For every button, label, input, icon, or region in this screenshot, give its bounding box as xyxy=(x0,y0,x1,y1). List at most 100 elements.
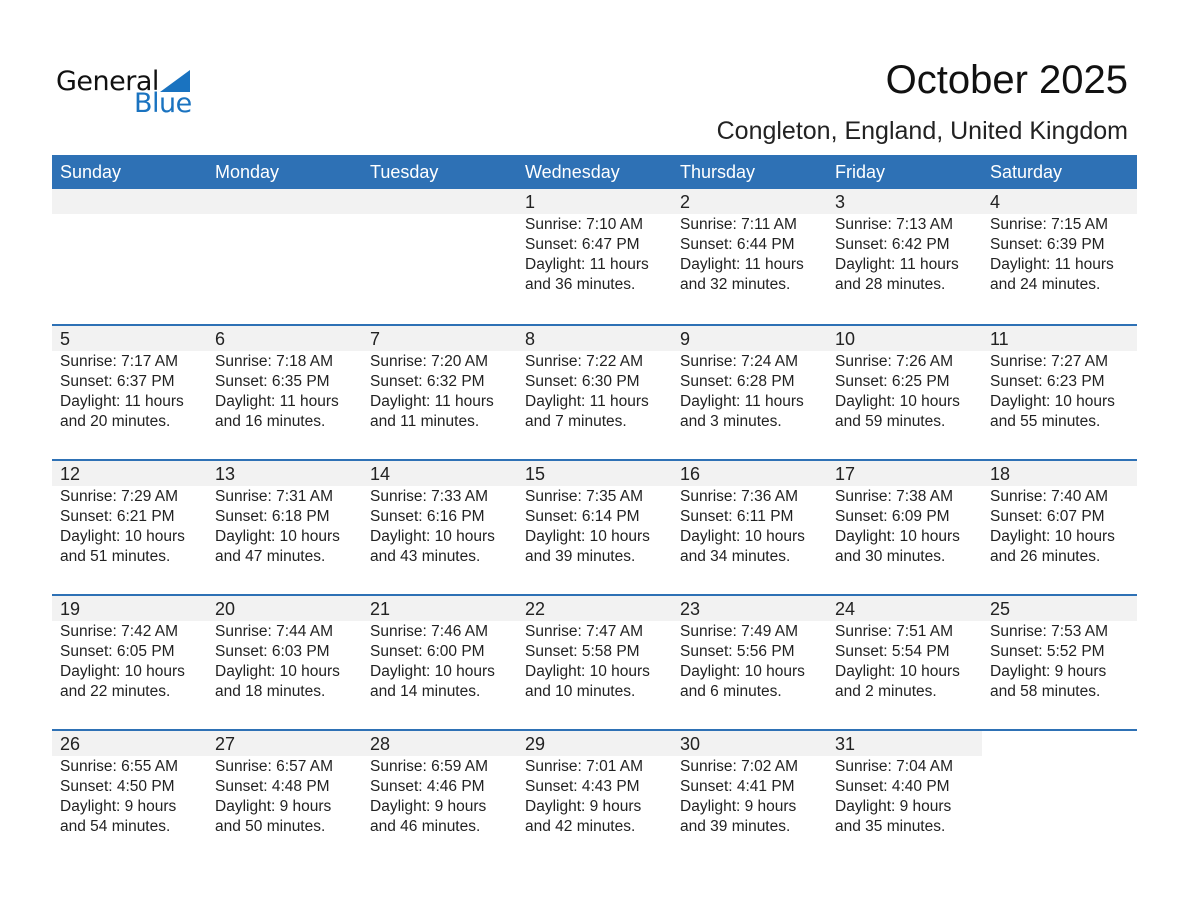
minutes-text: and 34 minutes. xyxy=(680,548,791,565)
weekday-sunday: Sunday xyxy=(60,162,122,182)
day-number: 30 xyxy=(672,731,827,756)
day-cell: 5 Sunrise: 7:17 AM Sunset: 6:37 PM Daylight… xyxy=(52,326,207,459)
daylight-text: Daylight: 10 hours xyxy=(990,528,1115,545)
day-cell: 25 Sunrise: 7:53 AM Sunset: 5:52 PM Dayligh… xyxy=(982,596,1137,729)
daylight-text: Daylight: 9 hours xyxy=(370,798,487,815)
day-cell: 17 Sunrise: 7:38 AM Sunset: 6:09 PM Dayligh… xyxy=(827,461,982,594)
daylight-text: Daylight: 9 hours xyxy=(215,798,332,815)
daylight-text: Daylight: 11 hours xyxy=(370,393,494,410)
minutes-text: and 18 minutes. xyxy=(215,683,326,700)
empty-day-cell xyxy=(982,731,1137,864)
day-cell: 15 Sunrise: 7:35 AM Sunset: 6:14 PM Dayligh… xyxy=(517,461,672,594)
weekday-header: Sunday Monday Tuesday Wednesday Thursday Frid… xyxy=(52,155,1137,189)
minutes-text: and 42 minutes. xyxy=(525,818,636,835)
empty-day-cell xyxy=(362,189,517,324)
sunset-text: Sunset: 5:56 PM xyxy=(680,643,795,660)
day-cell: 2 Sunrise: 7:11 AM Sunset: 6:44 PM Daylight… xyxy=(672,189,827,324)
daylight-text: Daylight: 10 hours xyxy=(60,663,185,680)
day-number: 23 xyxy=(672,596,827,621)
day-cell: 19 Sunrise: 7:42 AM Sunset: 6:05 PM Dayligh… xyxy=(52,596,207,729)
minutes-text: and 51 minutes. xyxy=(60,548,171,565)
minutes-text: and 43 minutes. xyxy=(370,548,481,565)
minutes-text: and 28 minutes. xyxy=(835,276,946,293)
daylight-text: Daylight: 10 hours xyxy=(525,528,650,545)
day-number: 5 xyxy=(52,326,207,351)
day-number: 20 xyxy=(207,596,362,621)
minutes-text: and 6 minutes. xyxy=(680,683,782,700)
empty-day-cell xyxy=(207,189,362,324)
sunrise-text: Sunrise: 7:11 AM xyxy=(680,216,797,233)
daylight-text: Daylight: 11 hours xyxy=(680,256,804,273)
day-number: 19 xyxy=(52,596,207,621)
day-cell: 16 Sunrise: 7:36 AM Sunset: 6:11 PM Dayligh… xyxy=(672,461,827,594)
sunset-text: Sunset: 6:18 PM xyxy=(215,508,330,525)
daylight-text: Daylight: 10 hours xyxy=(215,663,340,680)
day-cell: 13 Sunrise: 7:31 AM Sunset: 6:18 PM Dayligh… xyxy=(207,461,362,594)
sunset-text: Sunset: 6:23 PM xyxy=(990,373,1105,390)
day-number: 28 xyxy=(362,731,517,756)
sunset-text: Sunset: 6:00 PM xyxy=(370,643,485,660)
daylight-text: Daylight: 10 hours xyxy=(680,528,805,545)
sunset-text: Sunset: 6:35 PM xyxy=(215,373,330,390)
sunrise-text: Sunrise: 7:04 AM xyxy=(835,758,954,775)
sunset-text: Sunset: 4:40 PM xyxy=(835,778,950,795)
daylight-text: Daylight: 9 hours xyxy=(525,798,642,815)
location-subtitle: Congleton, England, United Kingdom xyxy=(716,117,1128,145)
week-row: 26 Sunrise: 6:55 AM Sunset: 4:50 PM Dayligh… xyxy=(52,729,1137,864)
sunset-text: Sunset: 6:30 PM xyxy=(525,373,640,390)
minutes-text: and 50 minutes. xyxy=(215,818,326,835)
day-cell: 22 Sunrise: 7:47 AM Sunset: 5:58 PM Dayligh… xyxy=(517,596,672,729)
sunset-text: Sunset: 5:58 PM xyxy=(525,643,640,660)
sunset-text: Sunset: 6:14 PM xyxy=(525,508,640,525)
logo: General Blue xyxy=(56,66,196,119)
sunrise-text: Sunrise: 7:26 AM xyxy=(835,353,954,370)
minutes-text: and 54 minutes. xyxy=(60,818,171,835)
sunrise-text: Sunrise: 6:55 AM xyxy=(60,758,179,775)
day-number: 4 xyxy=(982,189,1137,214)
day-cell: 21 Sunrise: 7:46 AM Sunset: 6:00 PM Dayligh… xyxy=(362,596,517,729)
weekday-wednesday: Wednesday xyxy=(525,162,620,182)
sunrise-text: Sunrise: 7:18 AM xyxy=(215,353,334,370)
sunrise-text: Sunrise: 7:35 AM xyxy=(525,488,644,505)
sunset-text: Sunset: 6:11 PM xyxy=(680,508,794,525)
day-number: 21 xyxy=(362,596,517,621)
sunrise-text: Sunrise: 7:10 AM xyxy=(525,216,644,233)
empty-day-band xyxy=(52,189,207,214)
day-cell: 12 Sunrise: 7:29 AM Sunset: 6:21 PM Dayligh… xyxy=(52,461,207,594)
daylight-text: Daylight: 10 hours xyxy=(215,528,340,545)
minutes-text: and 36 minutes. xyxy=(525,276,636,293)
daylight-text: Daylight: 10 hours xyxy=(370,663,495,680)
day-number: 2 xyxy=(672,189,827,214)
sunrise-text: Sunrise: 7:47 AM xyxy=(525,623,644,640)
sunrise-text: Sunrise: 7:51 AM xyxy=(835,623,954,640)
sunrise-text: Sunrise: 7:42 AM xyxy=(60,623,179,640)
daylight-text: Daylight: 10 hours xyxy=(680,663,805,680)
minutes-text: and 39 minutes. xyxy=(680,818,791,835)
sunset-text: Sunset: 5:54 PM xyxy=(835,643,950,660)
day-number: 31 xyxy=(827,731,982,756)
sunset-text: Sunset: 4:43 PM xyxy=(525,778,640,795)
sunrise-text: Sunrise: 7:31 AM xyxy=(215,488,334,505)
day-number: 24 xyxy=(827,596,982,621)
sunset-text: Sunset: 6:03 PM xyxy=(215,643,330,660)
empty-day-cell xyxy=(52,189,207,324)
sunset-text: Sunset: 4:50 PM xyxy=(60,778,175,795)
logo-general: General xyxy=(56,66,159,97)
sunset-text: Sunset: 6:25 PM xyxy=(835,373,950,390)
page-title: October 2025 xyxy=(885,58,1128,102)
daylight-text: Daylight: 9 hours xyxy=(835,798,952,815)
minutes-text: and 47 minutes. xyxy=(215,548,326,565)
sunrise-text: Sunrise: 7:44 AM xyxy=(215,623,334,640)
day-cell: 14 Sunrise: 7:33 AM Sunset: 6:16 PM Dayligh… xyxy=(362,461,517,594)
weekday-thursday: Thursday xyxy=(680,162,756,182)
sunset-text: Sunset: 6:39 PM xyxy=(990,236,1105,253)
day-number: 22 xyxy=(517,596,672,621)
day-cell: 24 Sunrise: 7:51 AM Sunset: 5:54 PM Dayligh… xyxy=(827,596,982,729)
daylight-text: Daylight: 11 hours xyxy=(680,393,804,410)
day-number: 14 xyxy=(362,461,517,486)
daylight-text: Daylight: 11 hours xyxy=(835,256,959,273)
calendar-weeks: 1 Sunrise: 7:10 AM Sunset: 6:47 PM Daylight… xyxy=(52,189,1137,864)
sunrise-text: Sunrise: 7:02 AM xyxy=(680,758,799,775)
day-cell: 11 Sunrise: 7:27 AM Sunset: 6:23 PM Dayligh… xyxy=(982,326,1137,459)
sunrise-text: Sunrise: 7:13 AM xyxy=(835,216,954,233)
